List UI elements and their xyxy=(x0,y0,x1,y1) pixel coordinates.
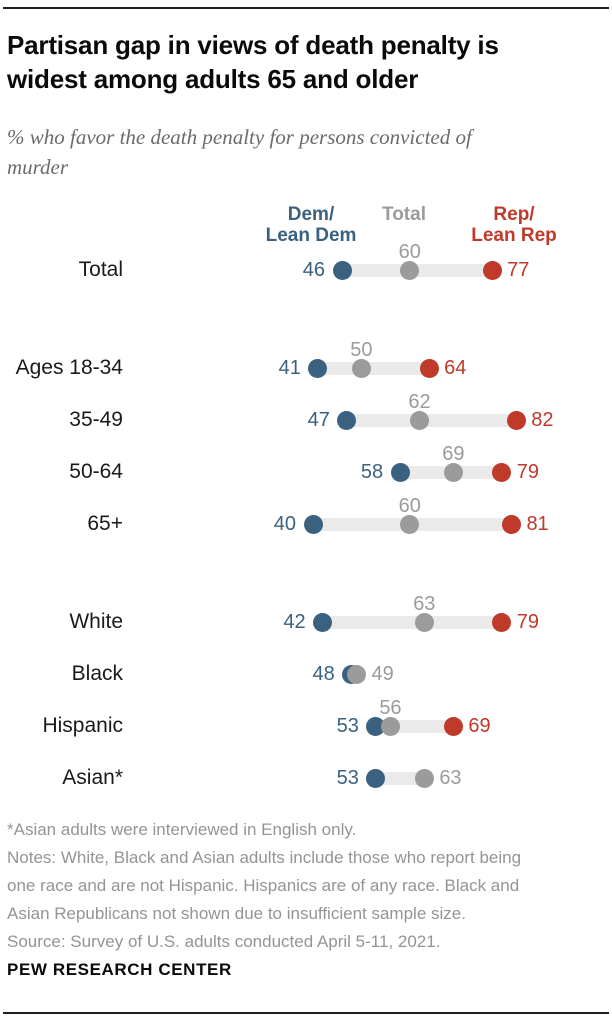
category-label: Black xyxy=(71,662,123,685)
legend-dem-line-1: Dem/ xyxy=(287,204,335,225)
footnote-asterisk: *Asian adults were interviewed in Englis… xyxy=(7,820,357,839)
total-value: 50 xyxy=(350,339,373,361)
total-dot xyxy=(400,514,420,534)
dem-value: 41 xyxy=(278,357,301,379)
chart-subtitle-line-1: % who favor the death penalty for person… xyxy=(7,125,472,149)
rep-value: 79 xyxy=(516,461,539,483)
chart-title-line-1: Partisan gap in views of death penalty i… xyxy=(7,30,499,60)
total-dot xyxy=(400,260,420,280)
dem-dot xyxy=(303,514,323,534)
top-divider xyxy=(3,7,609,9)
category-label: 50-64 xyxy=(69,460,123,483)
total-dot xyxy=(351,358,371,378)
notes-line-1: Notes: White, Black and Asian adults inc… xyxy=(7,848,522,867)
total-value: 63 xyxy=(413,593,436,615)
total-value: 62 xyxy=(408,391,431,413)
dem-value: 46 xyxy=(302,259,326,281)
notes-line-2: one race and are not Hispanic. Hispanics… xyxy=(7,876,520,895)
dumbbell-track xyxy=(317,361,430,375)
legend-dem-line-2: Lean Dem xyxy=(265,225,357,246)
total-value: 69 xyxy=(442,443,465,465)
category-label: Ages 18-34 xyxy=(15,356,123,379)
rep-dot xyxy=(492,462,512,482)
rep-dot xyxy=(492,612,512,632)
legend-rep-line-2: Lean Rep xyxy=(471,225,557,246)
chart-title: Partisan gap in views of death penalty i… xyxy=(7,28,605,96)
rep-value: 81 xyxy=(526,513,549,535)
notes-line-3: Asian Republicans not shown due to insuf… xyxy=(7,904,466,923)
chart-subtitle-line-2: murder xyxy=(7,155,69,179)
category-label: Hispanic xyxy=(42,714,123,737)
legend-total-line-1: Total xyxy=(382,204,426,225)
dem-value: 53 xyxy=(336,767,359,789)
total-dot xyxy=(347,664,367,684)
rep-dot xyxy=(501,514,521,534)
category-label: 65+ xyxy=(87,512,123,535)
legend-rep-line-1: Rep/ xyxy=(493,204,535,225)
bottom-divider xyxy=(3,1012,609,1014)
category-label: White xyxy=(69,610,123,633)
dem-dot xyxy=(366,768,386,788)
dem-dot xyxy=(337,410,357,430)
chart-subtitle: % who favor the death penalty for person… xyxy=(7,122,605,182)
legend-rep: Rep/ Lean Rep xyxy=(424,204,604,246)
dem-value: 40 xyxy=(273,513,296,535)
total-value: 56 xyxy=(379,697,402,719)
pew-research-center-wordmark: PEW RESEARCH CENTER xyxy=(7,960,232,979)
dem-value: 47 xyxy=(307,409,330,431)
total-dot xyxy=(380,716,400,736)
category-label: Asian* xyxy=(62,766,123,789)
source-line: Source: Survey of U.S. adults conducted … xyxy=(7,932,441,951)
total-value: 60 xyxy=(398,241,421,263)
dem-dot xyxy=(332,260,352,280)
chart-title-line-2: widest among adults 65 and older xyxy=(7,64,419,94)
rep-value: 69 xyxy=(468,715,491,737)
notes-block: *Asian adults were interviewed in Englis… xyxy=(7,816,607,956)
dem-value: 58 xyxy=(360,461,384,483)
total-value: 63 xyxy=(439,767,462,789)
total-dot xyxy=(414,612,434,632)
rep-dot xyxy=(419,358,439,378)
dumbbell-track xyxy=(375,771,425,785)
dem-value: 42 xyxy=(283,611,306,633)
dem-dot xyxy=(308,358,328,378)
legend-total: Total xyxy=(354,204,454,225)
dumbbell-track xyxy=(346,413,517,427)
rep-dot xyxy=(482,260,502,280)
rep-dot xyxy=(506,410,526,430)
total-dot xyxy=(443,462,463,482)
category-label: 35-49 xyxy=(69,408,123,431)
rep-value: 64 xyxy=(444,357,467,379)
legend-dem: Dem/ Lean Dem xyxy=(221,204,401,246)
total-value: 49 xyxy=(371,663,394,685)
dem-dot xyxy=(390,462,410,482)
rep-dot xyxy=(443,716,463,736)
dumbbell-track xyxy=(322,615,502,629)
rep-value: 79 xyxy=(516,611,539,633)
dem-value: 48 xyxy=(312,663,335,685)
rep-value: 82 xyxy=(531,409,554,431)
total-value: 60 xyxy=(398,495,421,517)
category-label: Total xyxy=(78,258,123,281)
total-dot xyxy=(409,410,429,430)
dem-value: 53 xyxy=(336,715,359,737)
rep-value: 77 xyxy=(507,259,530,281)
dem-dot xyxy=(313,612,333,632)
total-dot xyxy=(414,768,434,788)
dem-dot xyxy=(366,716,386,736)
